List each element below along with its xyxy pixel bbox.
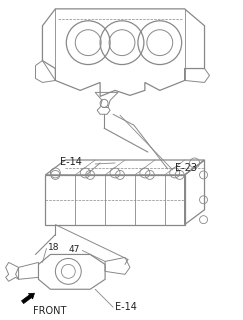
Text: E-14: E-14 xyxy=(115,302,137,312)
FancyArrow shape xyxy=(22,293,35,304)
Text: FRONT: FRONT xyxy=(33,306,66,316)
Text: 18: 18 xyxy=(48,243,60,252)
Text: E-23: E-23 xyxy=(175,163,197,173)
Text: E-14: E-14 xyxy=(60,157,82,167)
Text: 47: 47 xyxy=(68,245,80,254)
